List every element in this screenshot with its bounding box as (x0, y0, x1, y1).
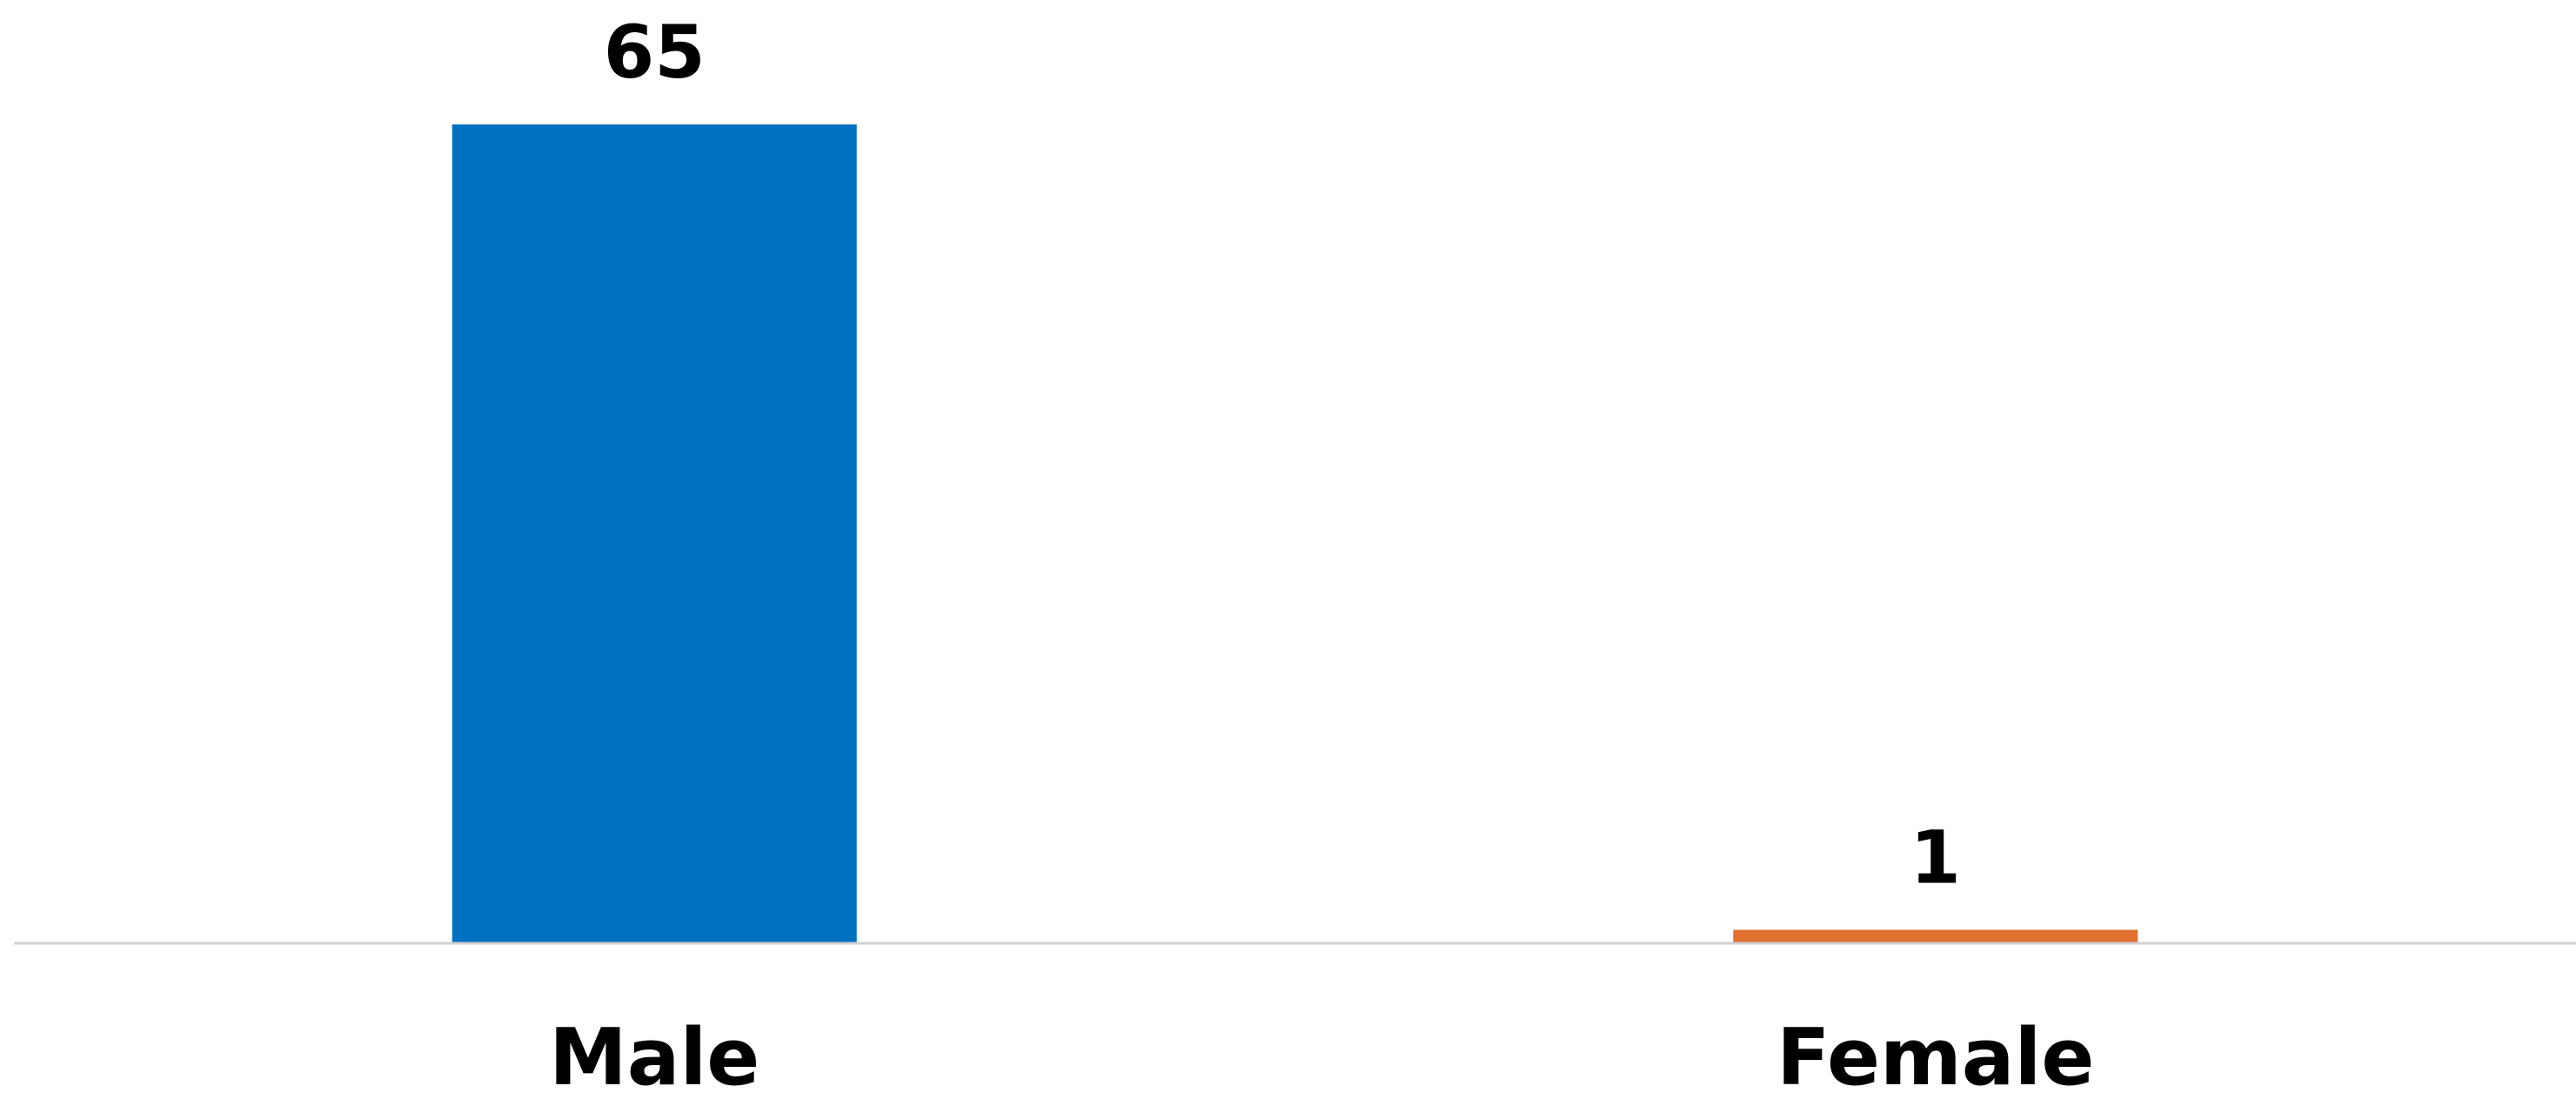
bar-male (452, 124, 857, 942)
data-label-male: 65 (604, 10, 706, 95)
x-tick-label-female: Female (1776, 1012, 2094, 1103)
bars-group (452, 124, 2138, 942)
x-tick-labels-group: Male Female (549, 1012, 2094, 1103)
data-label-female: 1 (1910, 815, 1961, 901)
data-labels-group: 65 1 (604, 10, 1961, 901)
bar-female (1733, 929, 2138, 942)
plot-area: 65 1 Male Female (14, 10, 2576, 1103)
x-tick-label-male: Male (549, 1012, 759, 1103)
